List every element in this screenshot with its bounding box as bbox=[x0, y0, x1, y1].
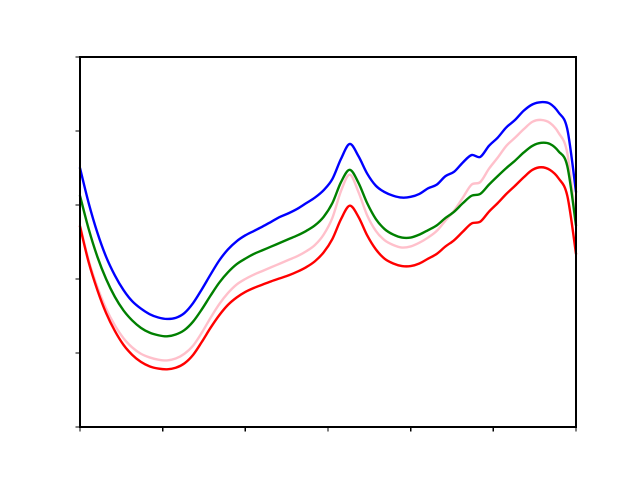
axes-group bbox=[79, 56, 577, 428]
series-line-green-series bbox=[78, 141, 578, 338]
series-line-pink-series bbox=[78, 118, 578, 362]
series-group bbox=[78, 100, 578, 371]
series-line-red-series bbox=[78, 166, 578, 371]
axes-spines bbox=[79, 56, 577, 428]
series-line-blue-series bbox=[78, 100, 578, 321]
ticks-group bbox=[75, 56, 577, 432]
